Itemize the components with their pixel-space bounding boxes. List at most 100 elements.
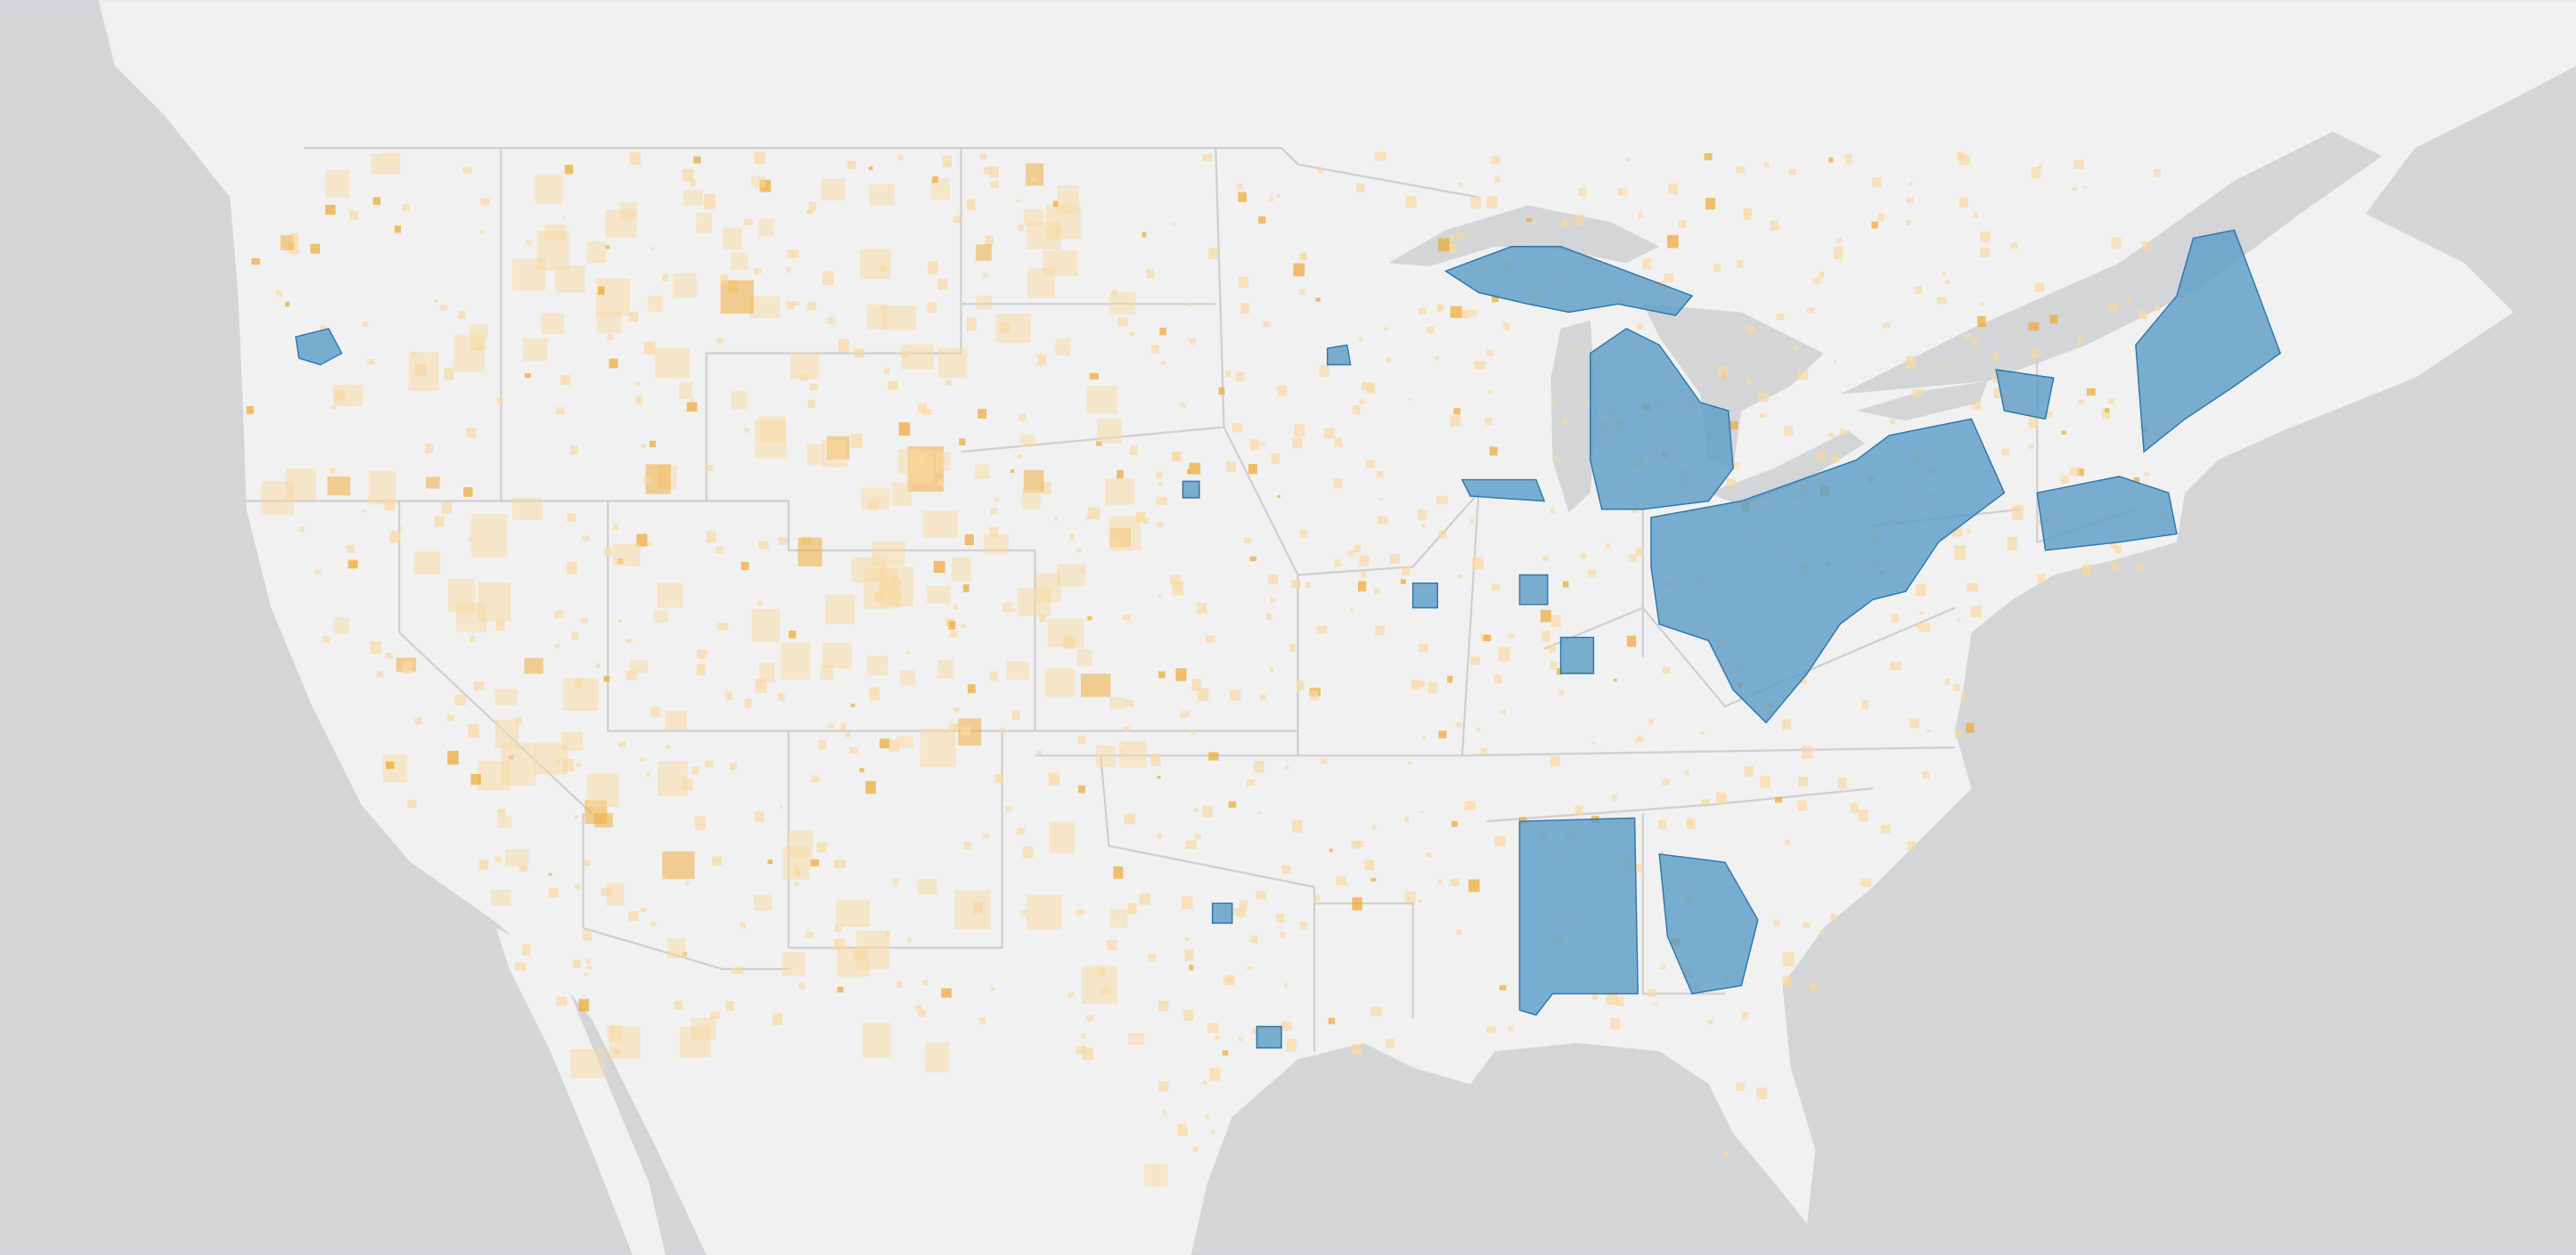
county xyxy=(928,261,938,274)
county xyxy=(516,717,523,725)
county xyxy=(618,741,627,747)
county xyxy=(2031,167,2040,178)
county xyxy=(822,271,834,286)
county xyxy=(816,842,828,853)
county xyxy=(915,1005,923,1011)
county xyxy=(1150,345,1159,354)
county xyxy=(1629,554,1637,563)
county xyxy=(937,278,948,290)
county xyxy=(1281,865,1291,875)
county xyxy=(1239,1037,1244,1041)
county xyxy=(1026,163,1044,186)
county xyxy=(820,664,834,680)
county xyxy=(2111,562,2119,570)
county xyxy=(1080,568,1084,573)
county xyxy=(900,670,916,686)
county xyxy=(1180,711,1190,718)
county xyxy=(367,359,375,365)
county xyxy=(1833,360,1836,363)
county xyxy=(629,152,641,165)
county xyxy=(983,834,989,839)
county xyxy=(1662,666,1671,674)
region xyxy=(1559,636,1595,674)
county xyxy=(1299,289,1304,296)
county xyxy=(1334,437,1343,447)
county xyxy=(2111,237,2122,249)
county xyxy=(893,878,899,885)
county xyxy=(806,444,824,465)
county xyxy=(1150,754,1161,766)
county xyxy=(595,278,630,316)
county xyxy=(1042,482,1051,494)
county xyxy=(1915,583,1926,596)
county xyxy=(2049,314,2058,324)
county xyxy=(2137,564,2145,572)
county xyxy=(567,513,577,522)
county xyxy=(964,534,974,546)
county xyxy=(1109,909,1128,928)
county xyxy=(1084,517,1090,521)
county xyxy=(961,623,966,629)
county xyxy=(1770,220,1779,231)
county xyxy=(1026,894,1062,930)
county xyxy=(471,514,508,558)
county xyxy=(1054,517,1059,521)
county xyxy=(690,398,695,403)
county xyxy=(1909,181,1913,186)
county xyxy=(1225,370,1231,377)
county xyxy=(497,815,511,828)
county xyxy=(693,156,701,164)
county xyxy=(1575,214,1585,226)
county xyxy=(1205,1115,1210,1120)
county xyxy=(1951,526,1963,537)
county xyxy=(1872,177,1882,188)
county xyxy=(1269,666,1273,672)
county xyxy=(1456,929,1462,935)
county xyxy=(662,875,668,879)
county xyxy=(1096,746,1116,768)
county xyxy=(1684,770,1689,776)
county xyxy=(989,166,999,178)
county xyxy=(2107,303,2118,312)
county xyxy=(458,311,466,320)
region xyxy=(1460,478,1546,502)
county xyxy=(1890,419,1895,425)
county xyxy=(962,584,969,592)
county xyxy=(1773,919,1780,927)
county xyxy=(402,661,413,674)
county xyxy=(1723,1152,1729,1157)
county xyxy=(1460,310,1470,319)
county xyxy=(1352,405,1361,414)
border xyxy=(304,147,1479,199)
county xyxy=(2138,310,2148,320)
county xyxy=(1491,583,1501,591)
county xyxy=(1038,614,1046,623)
county xyxy=(2028,322,2040,331)
county xyxy=(1577,346,1582,351)
county xyxy=(1146,268,1155,279)
county xyxy=(1816,452,1826,461)
county xyxy=(495,620,505,632)
county xyxy=(1736,1082,1745,1091)
county xyxy=(1271,452,1280,464)
county xyxy=(937,659,953,679)
county xyxy=(1348,549,1354,557)
county xyxy=(1503,322,1509,331)
county xyxy=(478,860,489,870)
county xyxy=(783,846,810,880)
county xyxy=(479,231,485,234)
county xyxy=(1785,839,1790,846)
county xyxy=(1782,952,1795,967)
county xyxy=(462,167,472,174)
county xyxy=(385,653,393,659)
county xyxy=(807,302,817,310)
county xyxy=(2044,411,2052,419)
county xyxy=(1909,718,1919,729)
county xyxy=(851,434,863,448)
county xyxy=(1480,747,1487,754)
county xyxy=(1128,1032,1145,1045)
county xyxy=(1329,848,1334,852)
county xyxy=(781,952,806,976)
county xyxy=(1180,403,1187,408)
land xyxy=(98,0,2576,1255)
